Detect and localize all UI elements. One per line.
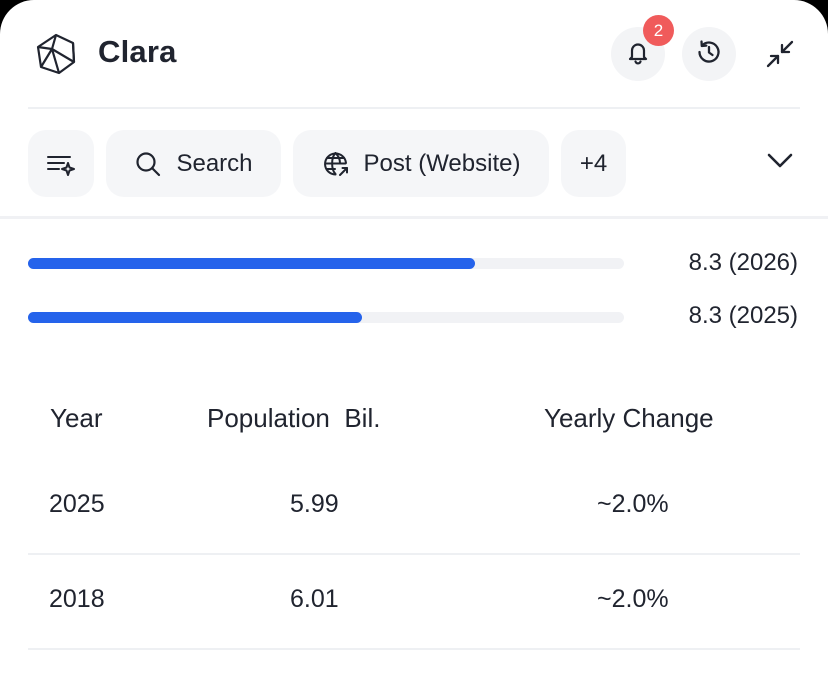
cell-year: 2025 — [49, 490, 105, 518]
progress-bar-fill — [28, 258, 475, 269]
header: Clara 2 — [0, 0, 828, 108]
logo-icon — [34, 32, 78, 76]
notification-badge: 2 — [643, 15, 674, 46]
filter-sparkle-icon — [45, 149, 77, 179]
collapse-icon — [762, 36, 798, 77]
globe-link-icon — [322, 150, 350, 178]
progress-bar-label: 8.3 (2026) — [688, 249, 798, 276]
header-divider — [28, 107, 800, 109]
column-header-year: Year — [50, 403, 103, 433]
bell-icon — [624, 38, 652, 71]
cell-change: ~2.0% — [597, 585, 669, 613]
filter-divider — [0, 216, 828, 219]
cell-population: 5.99 — [290, 490, 339, 518]
search-label: Search — [176, 149, 253, 177]
progress-bar-label: 8.3 (2025) — [688, 302, 798, 329]
history-button[interactable] — [682, 27, 736, 81]
search-icon — [134, 150, 162, 178]
chevron-down-icon — [765, 145, 795, 180]
cell-population: 6.01 — [290, 585, 339, 613]
progress-bar-fill — [28, 312, 362, 323]
app-title: Clara — [98, 34, 177, 69]
collapse-button[interactable] — [758, 34, 802, 78]
row-divider — [28, 648, 800, 650]
column-header-change: Yearly Change — [544, 403, 714, 433]
column-header-population: Population Bil. — [207, 403, 381, 433]
source-filter-label: Post (Website) — [363, 149, 521, 177]
history-icon — [694, 37, 724, 72]
cell-year: 2018 — [49, 585, 105, 613]
row-divider — [28, 553, 800, 555]
filter-settings-button[interactable] — [28, 130, 94, 197]
more-filters-label: +4 — [579, 149, 608, 177]
search-button[interactable]: Search — [106, 130, 281, 197]
cell-change: ~2.0% — [597, 490, 669, 518]
progress-bar-track — [28, 258, 624, 269]
progress-bar-track — [28, 312, 624, 323]
source-filter-button[interactable]: Post (Website) — [293, 130, 549, 197]
more-filters-button[interactable]: +4 — [561, 130, 626, 197]
expand-filters-button[interactable] — [758, 140, 802, 184]
